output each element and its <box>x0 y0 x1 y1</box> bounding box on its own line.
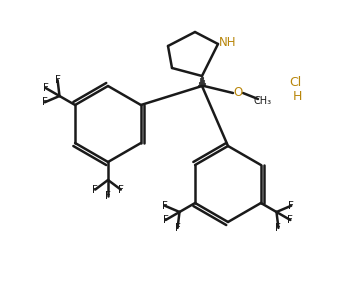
Text: F: F <box>175 223 181 233</box>
Text: H: H <box>292 91 302 103</box>
Text: F: F <box>288 201 294 211</box>
Text: F: F <box>43 83 49 93</box>
Text: F: F <box>92 185 98 195</box>
Text: O: O <box>233 87 243 99</box>
Text: F: F <box>288 215 293 225</box>
Text: F: F <box>163 215 169 225</box>
Text: F: F <box>162 201 168 211</box>
Text: NH: NH <box>219 36 237 49</box>
Text: Cl: Cl <box>289 75 301 88</box>
Text: F: F <box>118 185 124 195</box>
Text: CH₃: CH₃ <box>254 96 272 106</box>
Text: F: F <box>105 191 111 201</box>
Text: F: F <box>42 97 48 107</box>
Text: F: F <box>276 223 281 233</box>
Text: F: F <box>55 75 61 85</box>
